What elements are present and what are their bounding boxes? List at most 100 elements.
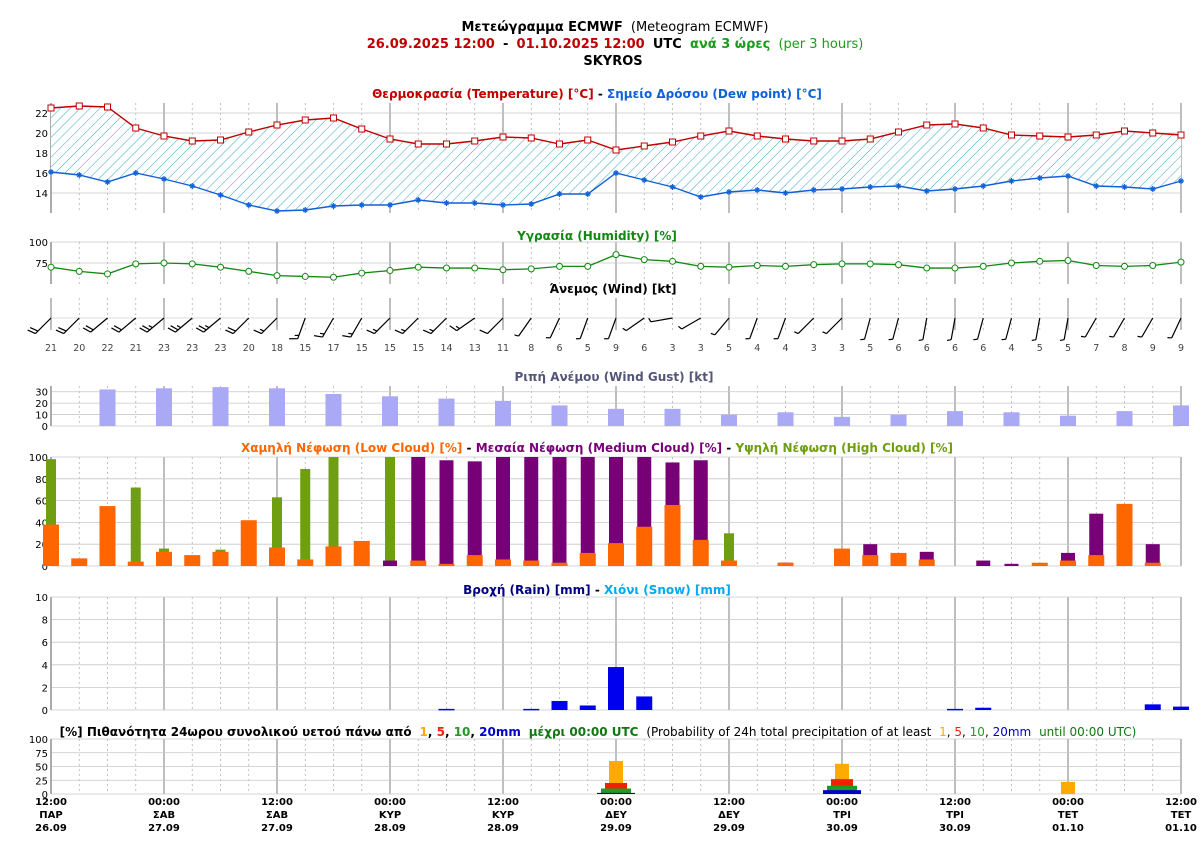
wind-barb	[946, 317, 956, 342]
range-end: 01.10.2025 12:00	[517, 37, 645, 52]
wind-barb-full	[449, 325, 458, 332]
y-tick-label: 75	[35, 749, 48, 760]
wind-barb	[82, 317, 108, 333]
wind-barb	[479, 317, 504, 335]
x-tick-date: 01.10	[1165, 823, 1197, 834]
wind-barb	[27, 317, 52, 335]
low-cloud-bar	[918, 559, 935, 566]
dewpoint-point	[132, 170, 139, 176]
wind-barb	[773, 317, 787, 340]
dewpoint-point	[584, 191, 591, 197]
wind-barb	[888, 317, 900, 341]
prob-title-greek: [%] Πιθανότητα 24ωρου συνολικού υετού πά…	[60, 725, 412, 739]
x-tick-day: ΣΑΒ	[266, 810, 288, 821]
low-cloud-bar	[692, 539, 709, 566]
x-tick-date: 30.09	[826, 823, 858, 834]
humidity-point	[1121, 262, 1128, 270]
cloud-title-sep1: -	[467, 441, 476, 455]
y-tick-label: 20	[35, 540, 48, 551]
wind-barb	[622, 317, 645, 332]
wind-barb	[55, 317, 80, 335]
humidity-point	[951, 264, 959, 272]
wind-barb-half	[888, 338, 893, 341]
wind-barb-half	[545, 337, 551, 339]
low-cloud-bar	[325, 546, 342, 566]
wind-barb-staff	[749, 317, 758, 339]
x-tick-day: ΠΑΡ	[39, 810, 62, 821]
low-cloud-bar	[664, 504, 681, 566]
x-tick-time: 12:00	[713, 797, 745, 808]
y-tick-label: 80	[35, 475, 48, 486]
temperature-point	[782, 135, 789, 143]
humidity-point	[245, 267, 253, 275]
wind-barb-staff	[863, 317, 871, 340]
low-cloud-bar	[1116, 503, 1133, 566]
wind-barb	[167, 317, 193, 333]
low-cloud-bar	[99, 506, 116, 566]
x-tick-time: 00:00	[148, 797, 180, 808]
temperature-point	[414, 140, 422, 148]
y-tick-label: 50	[35, 763, 48, 774]
probability-bar-10	[601, 788, 631, 794]
y-tick-label: 6	[42, 638, 48, 649]
humidity-point	[1064, 256, 1072, 264]
temperature-point	[753, 132, 761, 140]
wind-barb-half	[678, 325, 683, 330]
wind-barb-full	[142, 325, 151, 331]
high-cloud-bar	[328, 457, 339, 566]
x-tick-day: ΣΑΒ	[153, 810, 175, 821]
wind-barb-staff	[518, 317, 532, 337]
x-tick-day: ΔΕΥ	[605, 810, 628, 821]
wind-barb-staff	[1171, 317, 1182, 339]
dewpoint-point	[952, 186, 958, 192]
temperature-point	[951, 120, 959, 128]
wind-barb-staff	[35, 317, 52, 334]
wind-speed-label: 6	[924, 343, 930, 354]
precipitation-panel: 0 2 4 6 8 10	[35, 593, 1189, 717]
humidity-point	[838, 260, 846, 268]
humidity-point	[75, 267, 83, 275]
gust-bar	[269, 388, 285, 426]
wind-barb-staff	[146, 317, 165, 333]
temperature-point	[75, 102, 83, 110]
gust-bar	[99, 389, 116, 426]
gust-bar	[608, 408, 624, 426]
wind-barb-full	[342, 335, 351, 338]
low-cloud-bar	[297, 559, 314, 566]
x-tick-date: 27.09	[261, 823, 293, 834]
dewpoint-point	[867, 184, 874, 190]
wind-barb-half	[176, 325, 182, 329]
dewpoint-point	[980, 183, 987, 189]
wind-barb-full	[225, 329, 234, 335]
gust-bar	[551, 405, 568, 426]
humidity-point	[414, 263, 422, 271]
wind-speed-label: 9	[1150, 343, 1156, 354]
low-cloud-bar	[353, 540, 370, 566]
low-cloud-title: Χαμηλή Νέφωση (Low Cloud) [%]	[241, 441, 462, 455]
wind-barb-half	[946, 339, 952, 342]
wind-speed-label: 23	[158, 343, 170, 354]
temperature-title: Θερμοκρασία (Temperature) [°C]	[372, 87, 594, 101]
temperature-point	[923, 121, 931, 129]
y-tick-label: 20	[35, 399, 48, 410]
dewpoint-point	[245, 202, 252, 208]
wind-barb-half	[294, 334, 299, 337]
humidity-point	[584, 262, 592, 270]
wind-barb-staff	[777, 317, 787, 339]
humidity-point	[669, 257, 676, 265]
wind-barb-half	[1080, 335, 1086, 338]
dewpoint-point	[697, 194, 704, 200]
step-greek: ανά 3 ώρες	[690, 37, 770, 52]
humidity-point	[301, 272, 309, 280]
x-tick-day: ΚΥΡ	[492, 810, 514, 821]
low-cloud-bar	[212, 551, 229, 566]
wind-speed-label: 3	[811, 343, 817, 354]
station-name: SKYROS	[583, 54, 642, 69]
rain-bar	[636, 696, 653, 710]
wind-barb-staff	[63, 317, 80, 334]
wind-barb-full	[167, 327, 176, 333]
temperature-point	[330, 114, 337, 122]
low-cloud-bar	[240, 520, 257, 566]
probability-bar-1	[1061, 781, 1075, 794]
wind-speed-label: 4	[782, 343, 788, 354]
